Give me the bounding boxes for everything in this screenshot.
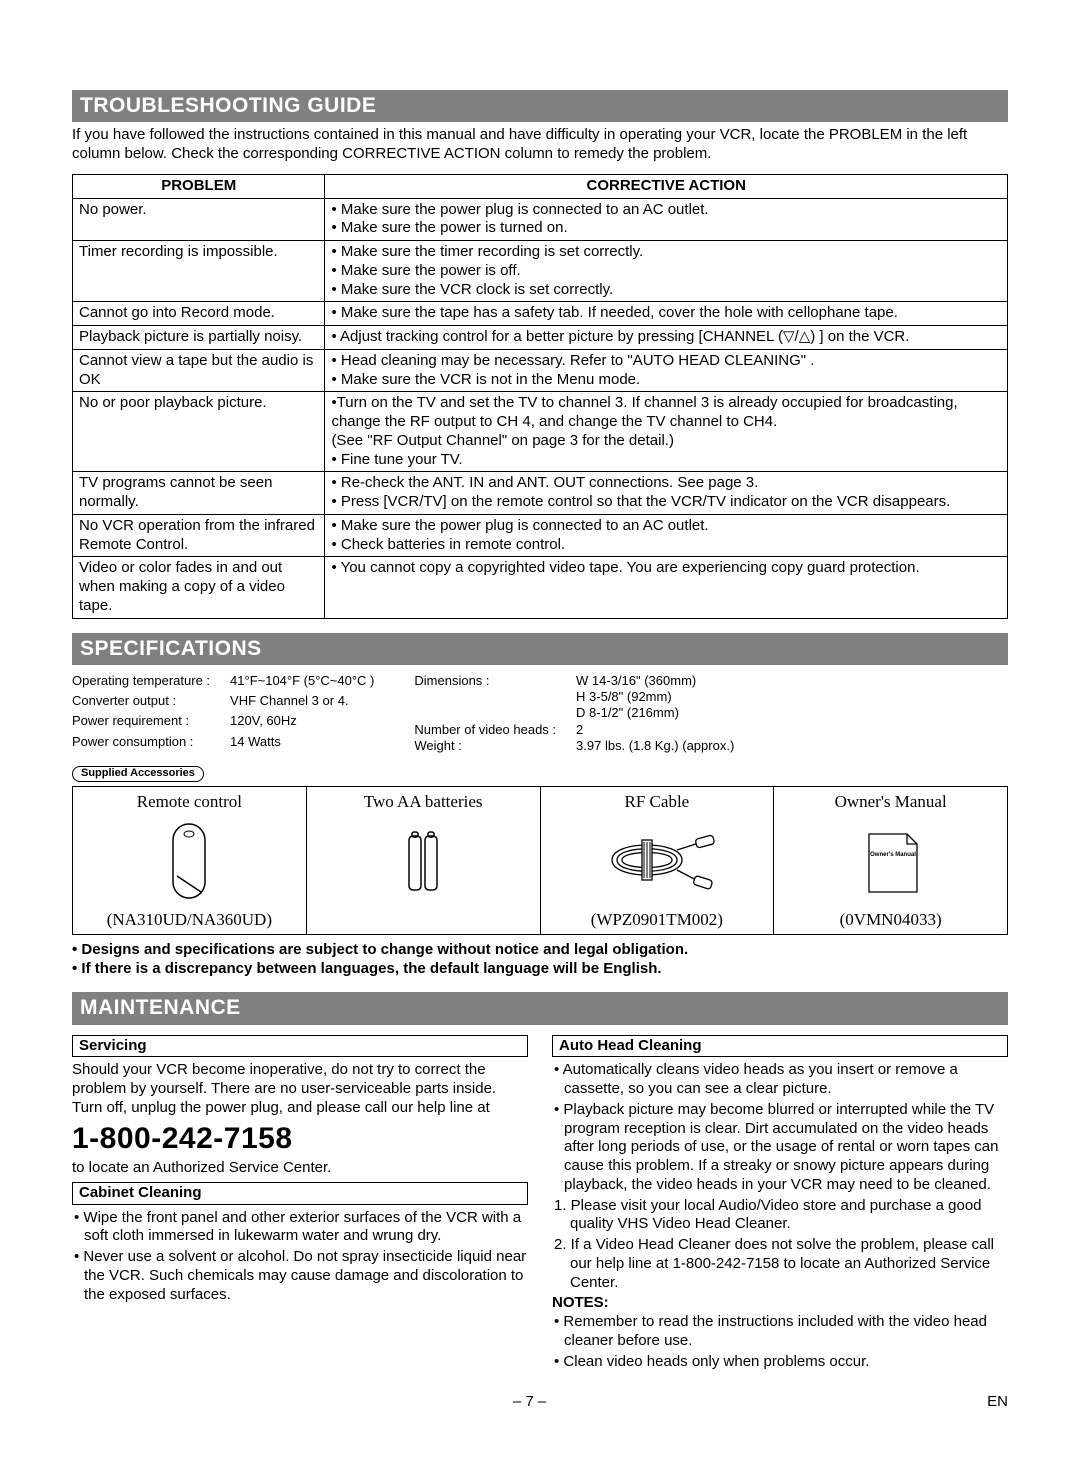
action-cell: • You cannot copy a copyrighted video ta… <box>325 557 1008 618</box>
action-cell: • Make sure the tape has a safety tab. I… <box>325 302 1008 326</box>
cabinet-heading: Cabinet Cleaning <box>72 1182 528 1205</box>
spec-notes: • Designs and specifications are subject… <box>72 941 1008 979</box>
page-number: – 7 – <box>72 1393 987 1412</box>
notes-bullet-1: Remember to read the instructions includ… <box>552 1313 1008 1351</box>
specs-block: Operating temperature :41°F~104°F (5°C~4… <box>72 673 1008 754</box>
spec-label: Weight : <box>414 738 576 754</box>
batteries-icon <box>306 816 540 906</box>
spec-value: W 14-3/16" (360mm) <box>576 673 734 689</box>
problem-cell: Timer recording is impossible. <box>73 241 325 302</box>
servicing-heading: Servicing <box>72 1035 528 1058</box>
spec-value: 2 <box>576 722 734 738</box>
autohead-bullet-1: Automatically cleans video heads as you … <box>552 1061 1008 1099</box>
acc-head-rfcable: RF Cable <box>540 786 774 816</box>
cabinet-bullet-1: Wipe the front panel and other exterior … <box>72 1209 528 1247</box>
th-action: CORRECTIVE ACTION <box>325 174 1008 198</box>
acc-head-remote: Remote control <box>73 786 307 816</box>
acc-foot-rfcable: (WPZ0901TM002) <box>540 906 774 934</box>
spec-value: 120V, 60Hz <box>230 713 374 733</box>
section-specifications: SPECIFICATIONS <box>72 633 1008 665</box>
spec-label <box>414 705 576 721</box>
acc-foot-batteries <box>306 906 540 934</box>
spec-value: D 8-1/2" (216mm) <box>576 705 734 721</box>
autohead-heading: Auto Head Cleaning <box>552 1035 1008 1058</box>
spec-value: VHF Channel 3 or 4. <box>230 693 374 713</box>
maintenance-right-col: Auto Head Cleaning Automatically cleans … <box>552 1031 1008 1374</box>
cabinet-bullet-2: Never use a solvent or alcohol. Do not s… <box>72 1248 528 1304</box>
rfcable-icon <box>540 816 774 906</box>
autohead-num-2: 2. If a Video Head Cleaner does not solv… <box>552 1236 1008 1292</box>
spec-label: Number of video heads : <box>414 722 576 738</box>
spec-label: Converter output : <box>72 693 230 713</box>
maintenance-left-col: Servicing Should your VCR become inopera… <box>72 1031 528 1374</box>
problem-cell: Cannot go into Record mode. <box>73 302 325 326</box>
action-cell: • Make sure the power plug is connected … <box>325 514 1008 557</box>
troubleshooting-table: PROBLEM CORRECTIVE ACTION No power.• Mak… <box>72 174 1008 619</box>
notes-heading: NOTES: <box>552 1294 1008 1313</box>
action-cell: • Re-check the ANT. IN and ANT. OUT conn… <box>325 472 1008 515</box>
action-cell: • Make sure the timer recording is set c… <box>325 241 1008 302</box>
supplied-accessories-label: Supplied Accessories <box>72 766 204 782</box>
autohead-bullet-2: Playback picture may become blurred or i… <box>552 1101 1008 1195</box>
acc-foot-manual: (0VMN04033) <box>774 906 1008 934</box>
action-cell: • Head cleaning may be necessary. Refer … <box>325 349 1008 392</box>
notes-bullet-2: Clean video heads only when problems occ… <box>552 1353 1008 1372</box>
spec-value: 3.97 lbs. (1.8 Kg.) (approx.) <box>576 738 734 754</box>
svg-text:Owner's Manual: Owner's Manual <box>870 852 916 858</box>
remote-icon <box>73 816 307 906</box>
problem-cell: TV programs cannot be seen normally. <box>73 472 325 515</box>
problem-cell: Playback picture is partially noisy. <box>73 326 325 350</box>
spec-label: Power requirement : <box>72 713 230 733</box>
troubleshooting-intro: If you have followed the instructions co… <box>72 126 1008 164</box>
spec-value: 41°F~104°F (5°C~40°C ) <box>230 673 374 693</box>
servicing-after: to locate an Authorized Service Center. <box>72 1159 528 1178</box>
help-phone: 1-800-242-7158 <box>72 1120 528 1158</box>
section-maintenance: MAINTENANCE <box>72 992 1008 1024</box>
acc-foot-remote: (NA310UD/NA360UD) <box>73 906 307 934</box>
spec-value: 14 Watts <box>230 734 374 754</box>
problem-cell: No power. <box>73 198 325 241</box>
problem-cell: No or poor playback picture. <box>73 392 325 472</box>
problem-cell: Video or color fades in and out when mak… <box>73 557 325 618</box>
th-problem: PROBLEM <box>73 174 325 198</box>
acc-head-batteries: Two AA batteries <box>306 786 540 816</box>
accessories-table: Remote control Two AA batteries RF Cable… <box>72 786 1008 935</box>
action-cell: • Make sure the power plug is connected … <box>325 198 1008 241</box>
action-cell: • Adjust tracking control for a better p… <box>325 326 1008 350</box>
spec-label <box>414 689 576 705</box>
spec-value: H 3-5/8" (92mm) <box>576 689 734 705</box>
page-lang: EN <box>987 1393 1008 1412</box>
autohead-num-1: 1. Please visit your local Audio/Video s… <box>552 1197 1008 1235</box>
acc-head-manual: Owner's Manual <box>774 786 1008 816</box>
manual-icon: Owner's Manual <box>774 816 1008 906</box>
spec-label: Operating temperature : <box>72 673 230 693</box>
servicing-text: Should your VCR become inoperative, do n… <box>72 1061 528 1117</box>
section-troubleshooting: TROUBLESHOOTING GUIDE <box>72 90 1008 122</box>
action-cell: •Turn on the TV and set the TV to channe… <box>325 392 1008 472</box>
problem-cell: No VCR operation from the infrared Remot… <box>73 514 325 557</box>
spec-label: Power consumption : <box>72 734 230 754</box>
problem-cell: Cannot view a tape but the audio is OK <box>73 349 325 392</box>
spec-label: Dimensions : <box>414 673 576 689</box>
